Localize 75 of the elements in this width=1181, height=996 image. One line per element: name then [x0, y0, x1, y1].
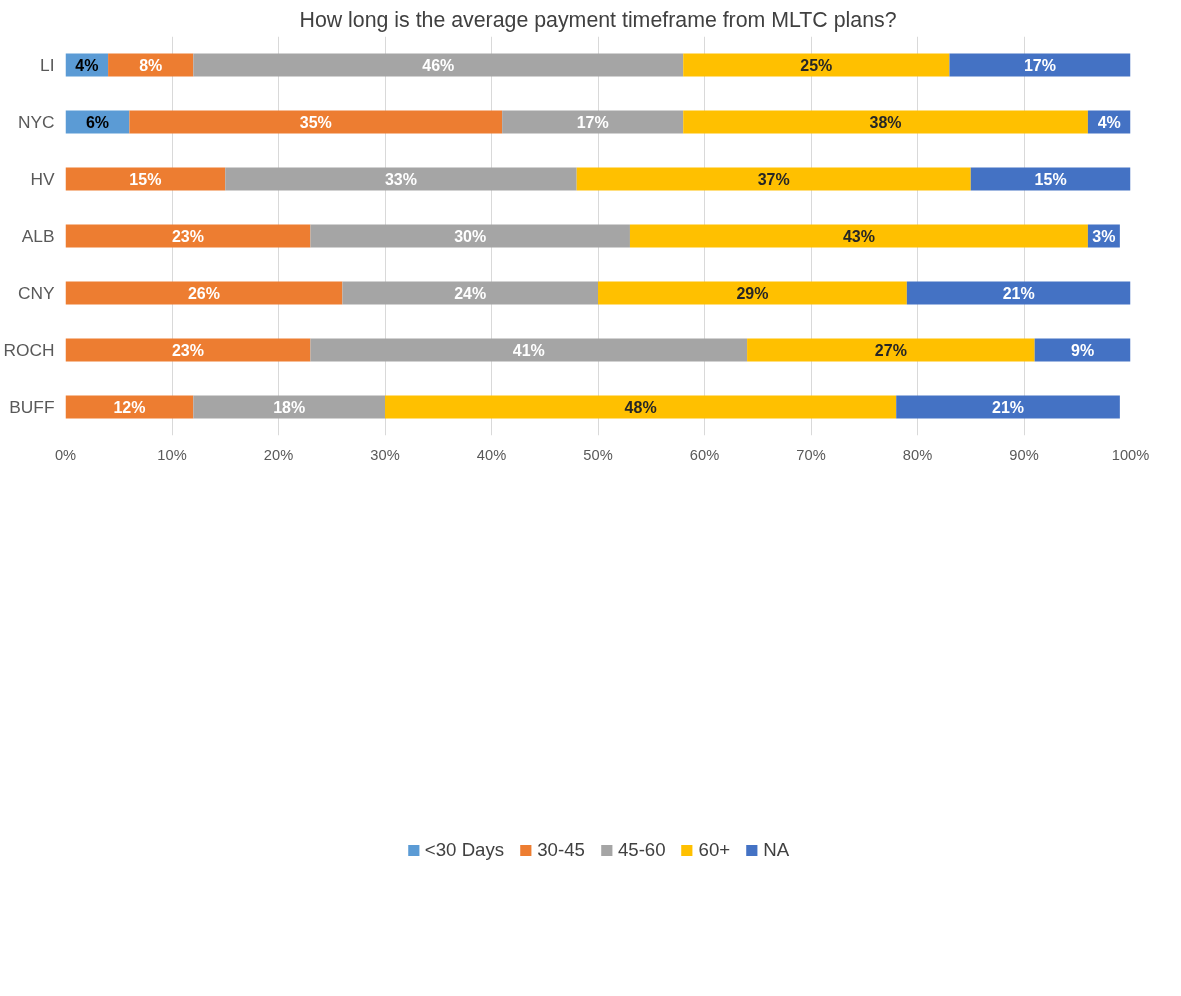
data-label: 38%: [869, 113, 902, 131]
data-label: 29%: [736, 284, 769, 302]
bar: [310, 224, 630, 248]
bar: [906, 281, 1131, 305]
x-tick-label: 90%: [1009, 446, 1039, 463]
data-label: 41%: [512, 341, 545, 359]
data-label: 4%: [75, 56, 99, 74]
legend-label: 30-45: [537, 838, 585, 861]
data-label: 48%: [624, 398, 657, 416]
data-label: 46%: [422, 56, 455, 74]
data-label: 33%: [384, 170, 417, 188]
bar: [629, 224, 1088, 248]
x-tick-label: 0%: [54, 446, 77, 463]
bar: [949, 53, 1131, 77]
data-label: 17%: [1023, 56, 1056, 74]
data-label: 12%: [113, 398, 146, 416]
data-label: 4%: [1097, 113, 1121, 131]
x-tick-label: 20%: [263, 446, 294, 463]
bar: [896, 395, 1120, 419]
y-tick-label: LI: [40, 55, 55, 75]
bar: [225, 167, 577, 191]
bar: [747, 338, 1035, 362]
x-tick-label: 100%: [1111, 446, 1150, 463]
data-label: 9%: [1071, 341, 1095, 359]
data-label: 27%: [874, 341, 907, 359]
data-label: 8%: [139, 56, 163, 74]
chart-title: How long is the average payment timeframe from MLTC plans?: [299, 7, 897, 32]
data-label: 24%: [454, 284, 487, 302]
data-label: 15%: [1034, 170, 1067, 188]
data-label: 15%: [129, 170, 162, 188]
data-label: 6%: [85, 113, 110, 131]
bar: [683, 110, 1088, 134]
bar: [598, 281, 907, 305]
y-tick-label: BUFF: [9, 397, 55, 417]
legend-label: 45-60: [617, 838, 666, 861]
bar: [193, 53, 684, 77]
bar: [193, 395, 385, 419]
bar: [385, 395, 897, 419]
bar: [342, 281, 598, 305]
x-tick-label: 30%: [370, 446, 400, 463]
x-tick-label: 50%: [583, 446, 613, 463]
x-tick-label: 40%: [476, 446, 507, 463]
data-label: 21%: [992, 398, 1025, 416]
legend-label: 60+: [698, 838, 731, 861]
bar: [65, 338, 311, 362]
data-label: 26%: [187, 284, 220, 302]
bar: [129, 110, 503, 134]
data-label: 18%: [273, 398, 306, 416]
data-label: 23%: [171, 227, 204, 245]
data-label: 35%: [299, 113, 332, 131]
data-label: 25%: [800, 56, 833, 74]
x-tick-label: 80%: [902, 446, 933, 463]
bar: [310, 338, 748, 362]
x-tick-label: 70%: [796, 446, 826, 463]
data-label: 17%: [576, 113, 609, 131]
data-label: 21%: [1002, 284, 1035, 302]
data-label: 37%: [757, 170, 790, 188]
data-label: 30%: [454, 227, 487, 245]
y-tick-label: ALB: [21, 226, 55, 246]
bar: [576, 167, 971, 191]
legend-label: NA: [763, 838, 790, 861]
bar: [65, 281, 343, 305]
x-tick-label: 60%: [689, 446, 720, 463]
bar: [65, 224, 311, 248]
bar: [502, 110, 684, 134]
bar: [683, 53, 950, 77]
data-label: 3%: [1092, 227, 1116, 245]
legend-label: <30 Days: [424, 838, 505, 861]
data-label: 23%: [171, 341, 204, 359]
x-tick-label: 10%: [157, 446, 187, 463]
y-tick-label: CNY: [17, 283, 55, 303]
y-tick-label: NYC: [17, 112, 55, 132]
y-tick-label: ROCH: [3, 340, 55, 360]
data-label: 43%: [842, 227, 875, 245]
y-tick-label: HV: [30, 169, 55, 189]
